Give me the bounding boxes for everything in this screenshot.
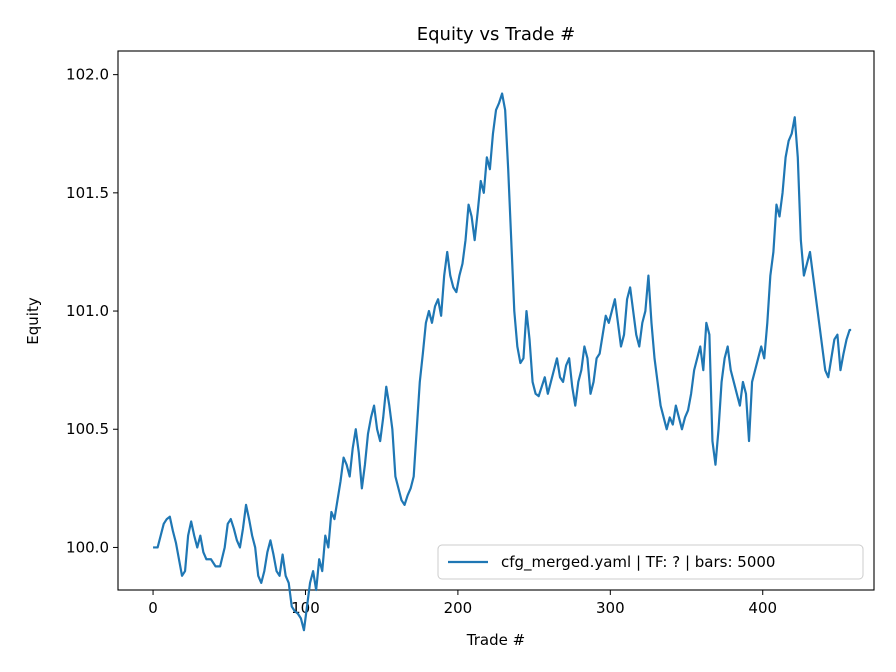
equity-series-line bbox=[153, 92, 852, 632]
x-tick-label: 100 bbox=[291, 599, 320, 617]
plot-area: 0 100 200 300 400 100.0 100.5 101.0 101.5 102.0 bbox=[66, 50, 875, 632]
legend-box bbox=[437, 544, 864, 580]
y-tick-label: 101.5 bbox=[66, 184, 109, 202]
legend: cfg_merged.yaml | TF: ? | bars: 5000 bbox=[437, 544, 864, 580]
x-tick-label: 200 bbox=[444, 599, 473, 617]
axes-frame bbox=[117, 50, 875, 591]
x-tick-label: 300 bbox=[596, 599, 625, 617]
chart-title: Equity vs Trade # bbox=[417, 24, 575, 45]
y-tick-label: 100.5 bbox=[66, 420, 109, 438]
y-tick-label: 102.0 bbox=[66, 66, 109, 84]
legend-label: cfg_merged.yaml | TF: ? | bars: 5000 bbox=[501, 553, 775, 572]
x-axis-ticks: 0 100 200 300 400 bbox=[148, 590, 777, 617]
x-tick-label: 0 bbox=[148, 599, 158, 617]
x-tick-label: 400 bbox=[748, 599, 777, 617]
y-tick-label: 100.0 bbox=[66, 538, 109, 556]
series-layer bbox=[153, 92, 852, 632]
y-tick-label: 101.0 bbox=[66, 302, 109, 320]
x-axis-label: Trade # bbox=[466, 631, 525, 649]
y-axis-ticks: 100.0 100.5 101.0 101.5 102.0 bbox=[66, 66, 118, 556]
y-axis-label: Equity bbox=[24, 297, 42, 345]
